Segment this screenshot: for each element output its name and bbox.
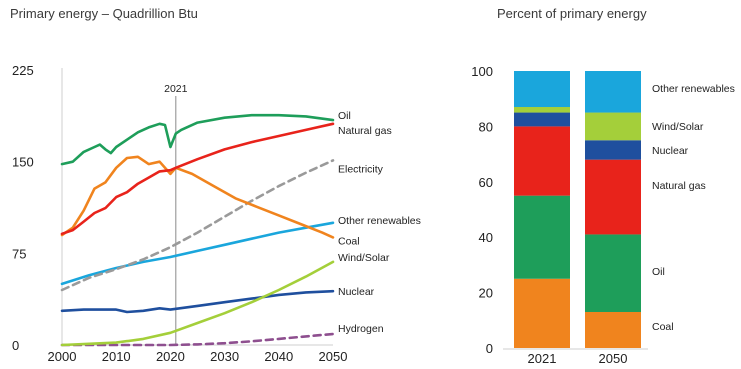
bar-segment-nuclear-2021 [514,112,570,127]
bar-legend-label-nuclear: Nuclear [652,145,689,157]
series-line-coal [60,155,335,239]
x-tick-label-2030: 2030 [210,349,239,364]
series-label-wind-solar: Wind/Solar [338,252,390,264]
bar-segment-natural-gas-2050 [585,159,641,235]
x-tick-label-2000: 2000 [48,349,77,364]
bar-y-tick-label-20: 20 [479,286,493,301]
bar-legend-label-coal: Coal [652,321,674,333]
y-tick-label-0: 0 [12,338,19,353]
y-tick-label-225: 225 [12,63,34,78]
x-tick-label-2010: 2010 [102,349,131,364]
bar-segment-nuclear-2050 [585,140,641,160]
series-label-hydrogen: Hydrogen [338,323,384,335]
bar-legend-label-oil: Oil [652,266,665,278]
series-line-natural-gas [60,122,335,236]
x-tick-label-2020: 2020 [156,349,185,364]
bar-y-tick-label-60: 60 [479,175,493,190]
bar-segment-other-renewables-2050 [585,71,641,113]
bar-y-tick-label-40: 40 [479,230,493,245]
series-label-other-renewables: Other renewables [338,215,421,227]
y-tick-label-150: 150 [12,155,34,170]
annotation-label-2021: 2021 [164,83,188,95]
bar-chart-title: Percent of primary energy [497,6,647,21]
series-label-electricity: Electricity [338,163,384,175]
x-tick-label-2040: 2040 [264,349,293,364]
bar-segment-oil-2050 [585,234,641,312]
bar-segment-other-renewables-2021 [514,71,570,108]
series-line-oil [60,113,335,166]
line-chart-title: Primary energy – Quadrillion Btu [10,6,198,21]
bar-segment-natural-gas-2021 [514,126,570,196]
series-label-coal: Coal [338,235,360,247]
bar-legend-label-wind-solar: Wind/Solar [652,121,704,133]
series-line-hydrogen [60,332,335,347]
bar-category-label-2021: 2021 [528,351,557,366]
bar-y-tick-label-100: 100 [471,64,493,79]
bar-legend-label-natural-gas: Natural gas [652,180,706,192]
bar-segment-wind-solar-2050 [585,112,641,141]
series-label-nuclear: Nuclear [338,286,375,298]
bar-y-tick-label-80: 80 [479,119,493,134]
bar-segment-oil-2021 [514,195,570,279]
bar-segment-coal-2021 [514,278,570,348]
series-line-wind-solar [60,260,335,347]
series-line-other-renewables [60,221,335,286]
series-label-natural-gas: Natural gas [338,125,392,137]
series-label-oil: Oil [338,110,351,122]
y-tick-label-75: 75 [12,246,26,261]
series-line-nuclear [60,289,335,314]
x-tick-label-2050: 2050 [319,349,348,364]
series-line-electricity [60,159,335,292]
bar-legend-label-other-renewables: Other renewables [652,83,735,95]
bar-segment-wind-solar-2021 [514,107,570,113]
bar-segment-coal-2050 [585,311,641,348]
bar-category-label-2050: 2050 [599,351,628,366]
bar-y-tick-label-0: 0 [486,341,493,356]
